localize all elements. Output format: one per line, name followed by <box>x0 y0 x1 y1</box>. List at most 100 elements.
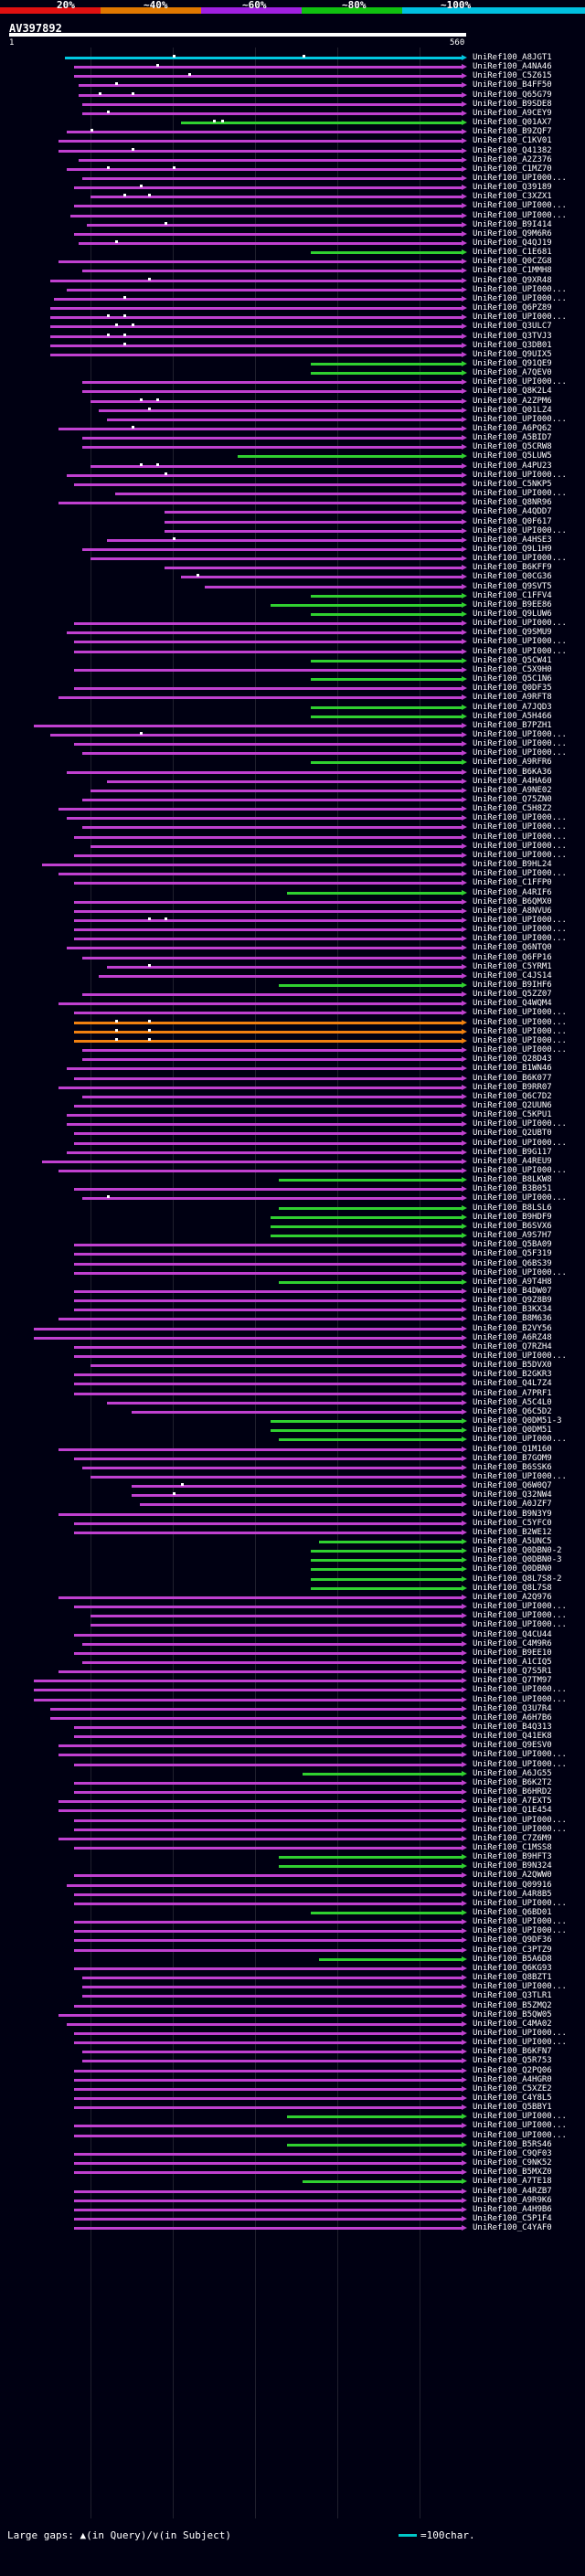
hit-label[interactable]: UniRef100_Q7TM97 <box>473 1676 552 1686</box>
hit-label[interactable]: UniRef100_Q5BBY1 <box>473 2103 552 2113</box>
alignment-bar[interactable] <box>74 1141 463 1145</box>
alignment-bar[interactable] <box>74 232 463 236</box>
alignment-bar[interactable] <box>74 1948 463 1952</box>
alignment-bar[interactable] <box>74 2125 463 2128</box>
alignment-bar[interactable] <box>74 1651 463 1655</box>
hit-row[interactable]: UniRef100_Q0DM51 <box>0 1426 585 1436</box>
hit-row[interactable]: UniRef100_B6K2T2 <box>0 1778 585 1788</box>
hit-label[interactable]: UniRef100_B5A6D8 <box>473 1954 552 1964</box>
hit-row[interactable]: UniRef100_UPI000... <box>0 832 585 843</box>
hit-row[interactable]: UniRef100_B6SVX6 <box>0 1222 585 1232</box>
hit-label[interactable]: UniRef100_UPI000... <box>473 313 567 323</box>
hit-row[interactable]: UniRef100_Q6W0Q7 <box>0 1481 585 1491</box>
alignment-bar[interactable] <box>82 1642 463 1646</box>
hit-row[interactable]: UniRef100_A6JG55 <box>0 1769 585 1779</box>
hit-label[interactable]: UniRef100_Q41382 <box>473 145 552 155</box>
hit-row[interactable]: UniRef100_Q6KG93 <box>0 1964 585 1974</box>
hit-row[interactable]: UniRef100_Q4L7Z4 <box>0 1379 585 1389</box>
alignment-bar[interactable] <box>74 1781 463 1785</box>
hit-label[interactable]: UniRef100_B4FF50 <box>473 80 552 90</box>
alignment-bar[interactable] <box>74 1846 463 1850</box>
hit-row[interactable]: UniRef100_B3B051 <box>0 1184 585 1194</box>
hit-row[interactable]: UniRef100_B5ZMQ2 <box>0 2001 585 2011</box>
hit-label[interactable]: UniRef100_C7Z6M9 <box>473 1833 552 1843</box>
hit-row[interactable]: UniRef100_Q32NW4 <box>0 1490 585 1500</box>
alignment-bar[interactable] <box>90 789 463 792</box>
alignment-bar[interactable] <box>33 1680 463 1683</box>
alignment-bar[interactable] <box>78 158 463 162</box>
hit-row[interactable]: UniRef100_C1FFV4 <box>0 591 585 601</box>
hit-label[interactable]: UniRef100_Q3TLR1 <box>473 1991 552 2001</box>
hit-row[interactable]: UniRef100_C5Z615 <box>0 71 585 81</box>
alignment-bar[interactable] <box>82 2060 463 2063</box>
alignment-bar[interactable] <box>278 1206 463 1210</box>
alignment-bar[interactable] <box>131 1485 463 1489</box>
alignment-bar[interactable] <box>270 603 463 607</box>
hit-row[interactable]: UniRef100_Q5ZZ07 <box>0 990 585 1000</box>
hit-label[interactable]: UniRef100_C4MA02 <box>473 2019 552 2029</box>
hit-row[interactable]: UniRef100_Q9M6R6 <box>0 229 585 239</box>
hit-row[interactable]: UniRef100_C5KPU1 <box>0 1110 585 1120</box>
hit-row[interactable]: UniRef100_A4HA60 <box>0 777 585 787</box>
hit-label[interactable]: UniRef100_UPI000... <box>473 841 567 851</box>
alignment-bar[interactable] <box>74 882 463 885</box>
hit-row[interactable]: UniRef100_Q0DBN0 <box>0 1564 585 1574</box>
hit-label[interactable]: UniRef100_Q1M160 <box>473 1444 552 1454</box>
alignment-bar[interactable] <box>74 2097 463 2100</box>
alignment-bar[interactable] <box>82 752 463 756</box>
hit-row[interactable]: UniRef100_A4RZB7 <box>0 2187 585 2197</box>
alignment-bar[interactable] <box>74 641 463 644</box>
alignment-bar[interactable] <box>74 1355 463 1358</box>
hit-row[interactable]: UniRef100_Q4WQM4 <box>0 999 585 1009</box>
alignment-bar[interactable] <box>74 1299 463 1303</box>
alignment-bar[interactable] <box>69 214 463 217</box>
hit-label[interactable]: UniRef100_Q6PZ89 <box>473 303 552 313</box>
hit-label[interactable]: UniRef100_A4HGR0 <box>473 2074 552 2084</box>
hit-row[interactable]: UniRef100_Q2UBT0 <box>0 1129 585 1139</box>
hit-label[interactable]: UniRef100_UPI000... <box>473 1119 567 1129</box>
hit-label[interactable]: UniRef100_Q2PQ06 <box>473 2065 552 2075</box>
alignment-bar[interactable] <box>74 668 463 672</box>
hit-label[interactable]: UniRef100_B4DW07 <box>473 1286 552 1296</box>
hit-label[interactable]: UniRef100_Q6BS39 <box>473 1258 552 1268</box>
hit-row[interactable]: UniRef100_Q28D43 <box>0 1055 585 1065</box>
hit-label[interactable]: UniRef100_Q9LUW6 <box>473 610 552 619</box>
alignment-bar[interactable] <box>270 1215 463 1219</box>
hit-label[interactable]: UniRef100_A4R8B5 <box>473 1889 552 1899</box>
alignment-bar[interactable] <box>311 659 463 663</box>
alignment-bar[interactable] <box>58 1670 463 1674</box>
alignment-bar[interactable] <box>164 511 463 514</box>
hit-label[interactable]: UniRef100_C4YAF0 <box>473 2223 552 2233</box>
alignment-bar[interactable] <box>74 75 463 79</box>
hit-row[interactable]: UniRef100_Q8L7S8-2 <box>0 1574 585 1585</box>
hit-label[interactable]: UniRef100_UPI000... <box>473 1352 567 1361</box>
hit-row[interactable]: UniRef100_Q0DBN0-2 <box>0 1546 585 1556</box>
hit-label[interactable]: UniRef100_C1E681 <box>473 248 552 258</box>
alignment-bar[interactable] <box>286 891 463 895</box>
alignment-bar[interactable] <box>278 1865 463 1869</box>
hit-row[interactable]: UniRef100_A4H9B6 <box>0 2205 585 2215</box>
hit-label[interactable]: UniRef100_B9RR07 <box>473 1082 552 1092</box>
hit-row[interactable]: UniRef100_Q5C1N6 <box>0 674 585 684</box>
hit-label[interactable]: UniRef100_C5YRM1 <box>473 961 552 971</box>
hit-label[interactable]: UniRef100_A4QDD7 <box>473 507 552 517</box>
hit-label[interactable]: UniRef100_B1WN46 <box>473 1064 552 1074</box>
alignment-bar[interactable] <box>74 1939 463 1943</box>
alignment-bar[interactable] <box>270 1429 463 1433</box>
hit-row[interactable]: UniRef100_A8NVU6 <box>0 906 585 917</box>
alignment-bar[interactable] <box>78 242 463 245</box>
hit-label[interactable]: UniRef100_Q5LUW5 <box>473 451 552 461</box>
hit-label[interactable]: UniRef100_Q0CZG8 <box>473 257 552 267</box>
hit-row[interactable]: UniRef100_B7PZH1 <box>0 721 585 731</box>
hit-row[interactable]: UniRef100_UPI000... <box>0 851 585 861</box>
hit-row[interactable]: UniRef100_A4REU9 <box>0 1157 585 1167</box>
hit-row[interactable]: UniRef100_Q2UUN6 <box>0 1101 585 1111</box>
hit-row[interactable]: UniRef100_UPI000... <box>0 869 585 879</box>
alignment-bar[interactable] <box>131 1494 463 1498</box>
alignment-bar[interactable] <box>74 1818 463 1822</box>
hit-row[interactable]: UniRef100_Q5CRW8 <box>0 442 585 452</box>
hit-row[interactable]: UniRef100_A4PU23 <box>0 461 585 472</box>
hit-label[interactable]: UniRef100_Q6FP16 <box>473 952 552 962</box>
hit-row[interactable]: UniRef100_Q0DM51-3 <box>0 1416 585 1426</box>
hit-label[interactable]: UniRef100_UPI000... <box>473 925 567 935</box>
